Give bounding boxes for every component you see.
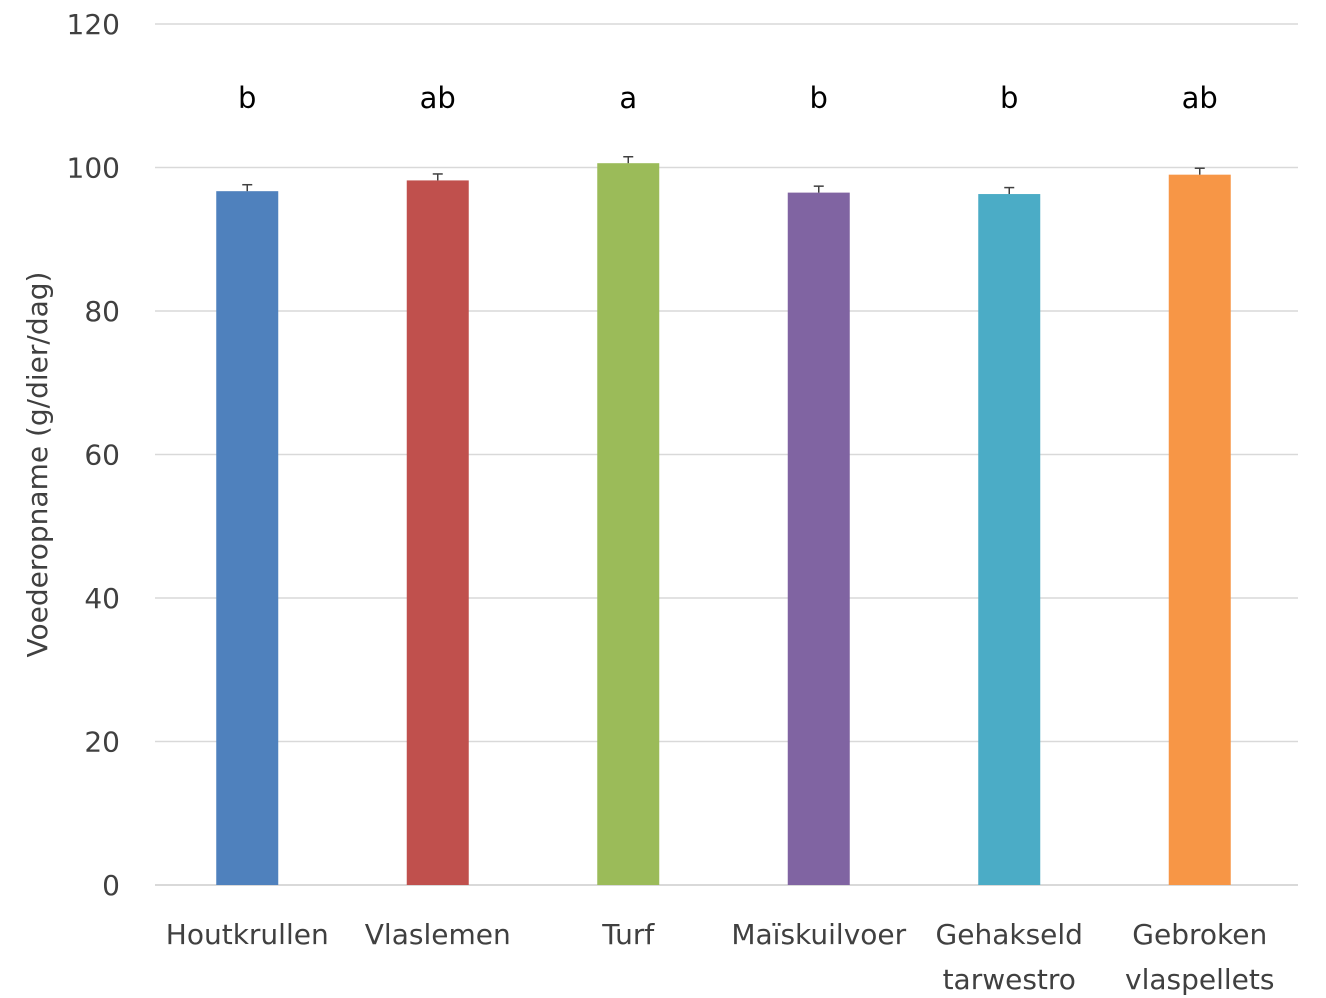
bar [1168,174,1231,886]
significance-label: ab [1182,81,1218,115]
y-tick-label: 40 [84,582,120,615]
gridlines [155,23,1298,886]
x-category-label: Gebroken [1132,918,1267,951]
x-category-label: Gehakseld [936,918,1083,951]
significance-label: b [238,81,256,115]
bar [978,194,1041,886]
y-tick-label: 60 [84,439,120,472]
bar [787,192,850,886]
significance-label: b [1000,81,1018,115]
significance-labels: b ab a b b ab [238,81,1218,115]
bar [406,180,469,886]
error-bars [242,155,1205,195]
bar [216,191,279,886]
y-tick-label: 120 [67,8,120,41]
x-category-label: vlaspellets [1125,963,1274,996]
x-category-labels: Houtkrullen Vlaslemen Turf Maïskuilvoer Geha… [166,918,1275,996]
x-category-label: Houtkrullen [166,918,329,951]
bars [216,163,1231,886]
x-category-label: Maïskuilvoer [731,918,906,951]
y-axis-title: Voederopname (g/dier/dag) [21,272,54,658]
significance-label: ab [420,81,456,115]
x-category-label: Vlaslemen [365,918,511,951]
y-tick-label: 20 [84,726,120,759]
x-category-label: tarwestro [943,963,1076,996]
y-tick-label: 100 [67,152,120,185]
y-tick-label: 80 [84,295,120,328]
significance-label: a [619,81,637,115]
bar [597,163,660,885]
y-tick-labels: 0 20 40 60 80 100 120 [67,8,120,902]
x-category-label: Turf [601,918,655,951]
significance-label: b [810,81,828,115]
y-tick-label: 0 [102,869,120,902]
